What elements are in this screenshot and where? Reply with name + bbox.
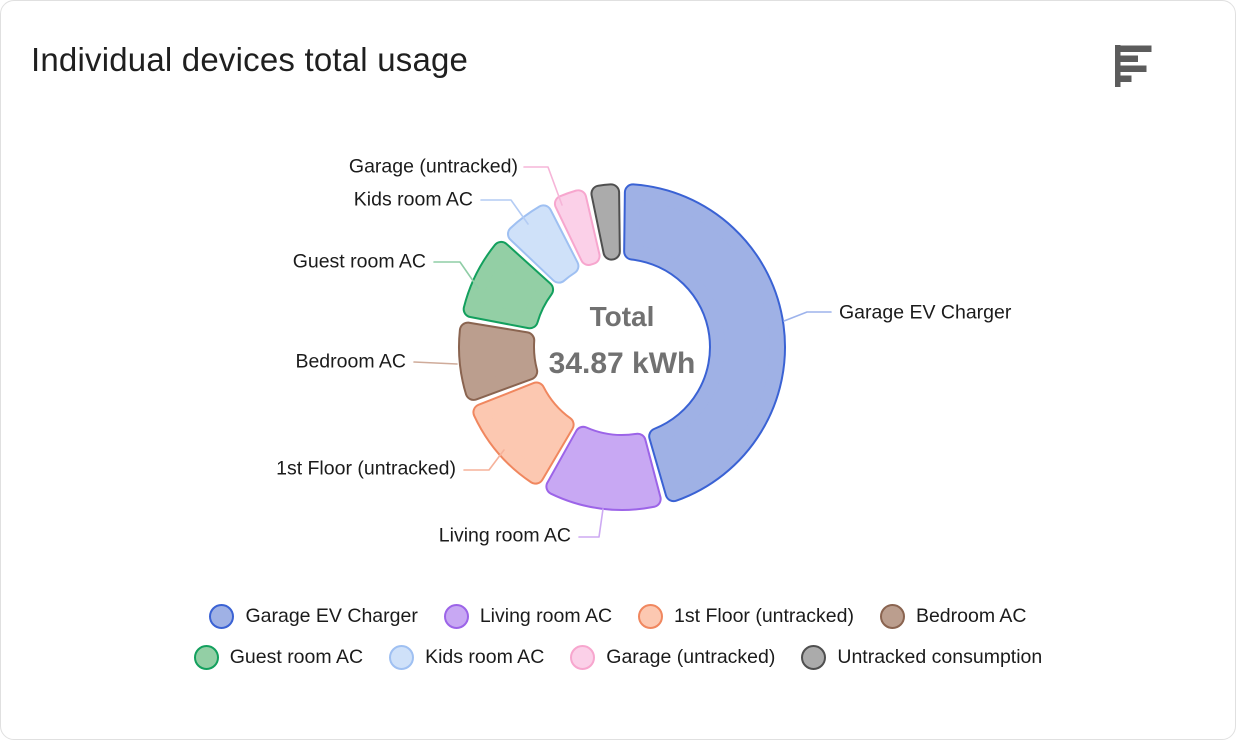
callout-label-kids-room-ac: Kids room AC bbox=[353, 188, 473, 211]
legend-item-guest-room-ac[interactable]: Guest room AC bbox=[193, 645, 364, 670]
legend-label: Guest room AC bbox=[229, 646, 364, 668]
legend-label: Garage (untracked) bbox=[606, 646, 776, 668]
legend-marker-icon bbox=[209, 604, 235, 629]
callout-label-garage-ev-charger: Garage EV Charger bbox=[839, 301, 1012, 324]
bar-chart-icon bbox=[1115, 45, 1152, 87]
callout-label-garage-untracked: Garage (untracked) bbox=[348, 155, 518, 178]
legend-marker-icon bbox=[879, 604, 905, 629]
donut-segment-1st-floor-untracked[interactable] bbox=[472, 381, 575, 485]
chart-legend: Garage EV Charger Living room AC 1st Floor… bbox=[1, 604, 1235, 670]
callout-label-living-room-ac: Living room AC bbox=[438, 524, 571, 547]
legend-label: Kids room AC bbox=[425, 646, 545, 668]
legend-marker-icon bbox=[801, 645, 827, 670]
legend-marker-icon bbox=[443, 604, 469, 629]
callout-line-kids-room-ac bbox=[480, 199, 529, 225]
legend-item-1st-floor-untracked[interactable]: 1st Floor (untracked) bbox=[638, 604, 854, 629]
legend-label: Garage EV Charger bbox=[245, 605, 418, 627]
callout-line-garage-untracked bbox=[523, 166, 563, 206]
callout-label-bedroom-ac: Bedroom AC bbox=[295, 350, 406, 373]
total-value: 34.87 kWh bbox=[548, 347, 696, 380]
callout-line-garage-ev-charger bbox=[783, 311, 832, 322]
callout-label-guest-room-ac: Guest room AC bbox=[292, 250, 426, 273]
legend-marker-icon bbox=[389, 645, 415, 670]
legend-row: Garage EV Charger Living room AC 1st Floor… bbox=[1, 604, 1235, 629]
legend-item-bedroom-ac[interactable]: Bedroom AC bbox=[879, 604, 1027, 629]
total-label: Total bbox=[589, 301, 655, 332]
legend-label: Living room AC bbox=[479, 605, 613, 627]
legend-row: Guest room AC Kids room AC Garage (untrack… bbox=[1, 645, 1235, 670]
legend-item-garage-untracked[interactable]: Garage (untracked) bbox=[570, 645, 775, 670]
callout-line-1st-floor-untracked bbox=[463, 449, 505, 471]
legend-label: Untracked consumption bbox=[837, 646, 1043, 668]
legend-label: Bedroom AC bbox=[915, 605, 1027, 627]
legend-marker-icon bbox=[193, 645, 219, 670]
chart-center-total: Total 34.87 kWh bbox=[549, 303, 696, 379]
legend-item-kids-room-ac[interactable]: Kids room AC bbox=[389, 645, 544, 670]
donut-segment-bedroom-ac[interactable] bbox=[458, 321, 539, 401]
callout-line-guest-room-ac bbox=[433, 261, 479, 289]
legend-item-garage-ev-charger[interactable]: Garage EV Charger bbox=[209, 604, 418, 629]
legend-label: 1st Floor (untracked) bbox=[674, 605, 854, 627]
card-header: Individual devices total usage bbox=[31, 41, 1205, 87]
donut-segment-living-room-ac[interactable] bbox=[545, 425, 662, 511]
callout-line-bedroom-ac bbox=[413, 361, 458, 365]
donut-segment-garage-untracked[interactable] bbox=[553, 189, 601, 266]
legend-marker-icon bbox=[638, 604, 664, 629]
callout-line-living-room-ac bbox=[578, 508, 604, 538]
legend-marker-icon bbox=[570, 645, 596, 670]
chart-type-toggle-button[interactable] bbox=[1115, 45, 1153, 88]
legend-item-untracked-consumption[interactable]: Untracked consumption bbox=[801, 645, 1042, 670]
legend-item-living-room-ac[interactable]: Living room AC bbox=[443, 604, 613, 629]
donut-segment-untracked-consumption[interactable] bbox=[590, 183, 621, 261]
donut-segment-garage-ev-charger[interactable] bbox=[623, 183, 786, 503]
donut-segment-kids-room-ac[interactable] bbox=[506, 204, 580, 284]
donut-segment-guest-room-ac[interactable] bbox=[462, 240, 555, 330]
card-title: Individual devices total usage bbox=[31, 41, 469, 78]
callout-label-1st-floor-untracked: 1st Floor (untracked) bbox=[276, 457, 456, 480]
